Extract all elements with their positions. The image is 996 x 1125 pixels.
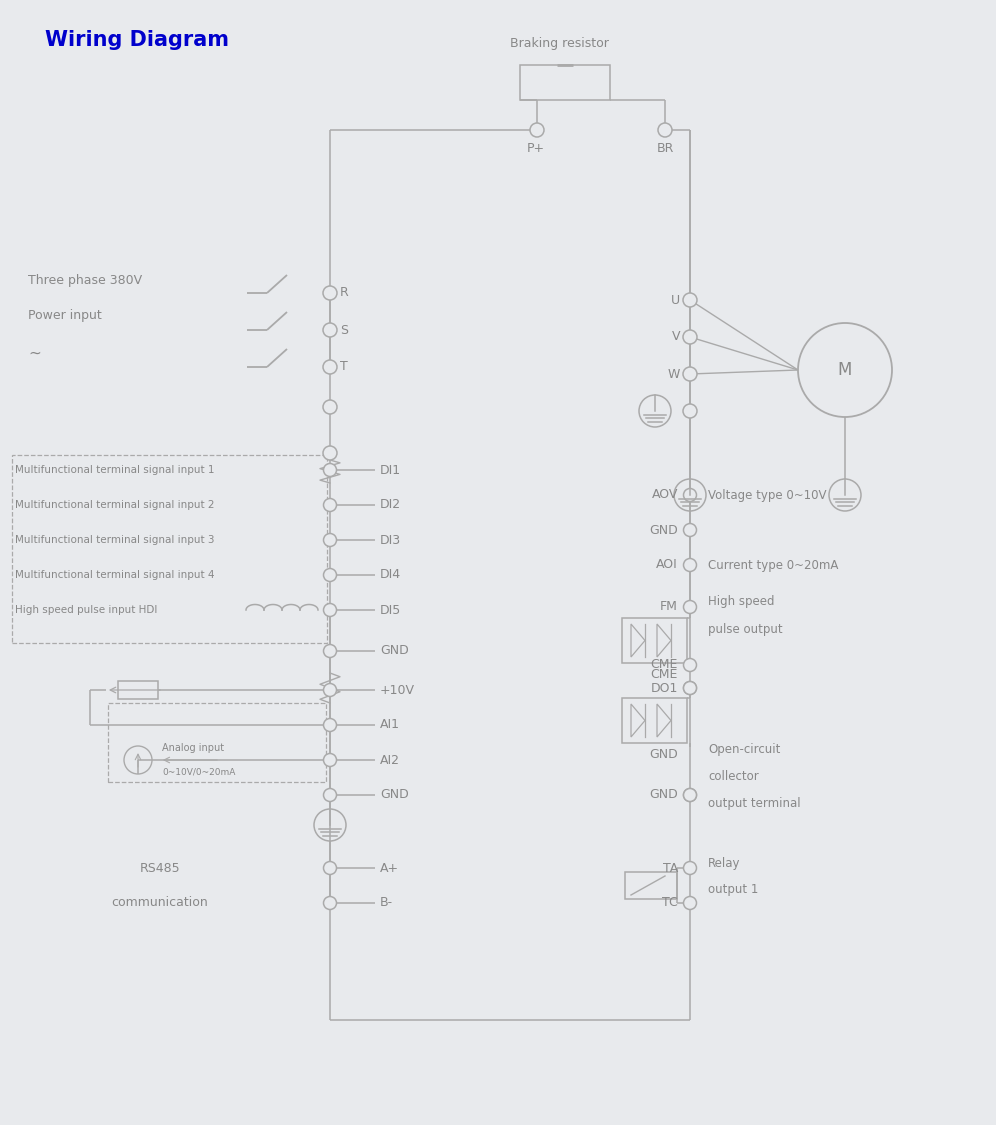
Bar — [108, 703, 326, 782]
Circle shape — [323, 400, 337, 414]
Text: Relay: Relay — [708, 856, 740, 870]
Circle shape — [324, 645, 337, 657]
Circle shape — [324, 789, 337, 801]
Circle shape — [683, 330, 697, 344]
Text: High speed: High speed — [708, 595, 775, 609]
Bar — [520, 65, 610, 100]
Text: High speed pulse input HDI: High speed pulse input HDI — [15, 605, 157, 615]
Text: output 1: output 1 — [708, 883, 758, 897]
Text: Multifunctional terminal signal input 2: Multifunctional terminal signal input 2 — [15, 500, 214, 510]
Circle shape — [683, 558, 696, 572]
Circle shape — [324, 862, 337, 874]
Text: T: T — [340, 360, 348, 374]
Text: W: W — [667, 368, 680, 380]
Circle shape — [323, 323, 337, 338]
Circle shape — [324, 897, 337, 909]
Text: Current type 0~20mA: Current type 0~20mA — [708, 558, 839, 572]
Circle shape — [323, 286, 337, 300]
Text: TC: TC — [662, 897, 678, 909]
Circle shape — [683, 789, 696, 801]
Text: +10V: +10V — [380, 684, 415, 696]
Text: RS485: RS485 — [139, 862, 180, 874]
Text: 0~10V/0~20mA: 0~10V/0~20mA — [162, 767, 235, 776]
Text: GND: GND — [380, 789, 408, 801]
Circle shape — [683, 789, 696, 801]
Bar — [622, 618, 687, 663]
Text: R: R — [340, 287, 349, 299]
Bar — [12, 455, 327, 644]
Text: GND: GND — [649, 748, 678, 762]
Circle shape — [683, 897, 696, 909]
Text: output terminal: output terminal — [708, 798, 801, 810]
Text: A+: A+ — [380, 862, 399, 874]
Text: DI2: DI2 — [380, 498, 401, 512]
Circle shape — [324, 754, 337, 766]
Circle shape — [323, 360, 337, 374]
Text: GND: GND — [649, 523, 678, 537]
Text: Multifunctional terminal signal input 3: Multifunctional terminal signal input 3 — [15, 536, 214, 544]
Text: TA: TA — [662, 862, 678, 874]
Circle shape — [530, 123, 544, 137]
Circle shape — [324, 684, 337, 696]
Text: Multifunctional terminal signal input 1: Multifunctional terminal signal input 1 — [15, 465, 214, 475]
Text: pulse output: pulse output — [708, 622, 783, 636]
Text: Voltage type 0~10V: Voltage type 0~10V — [708, 488, 827, 502]
Circle shape — [683, 523, 696, 537]
Text: DI3: DI3 — [380, 533, 401, 547]
Text: Three phase 380V: Three phase 380V — [28, 273, 142, 287]
Circle shape — [683, 404, 697, 418]
Circle shape — [683, 658, 696, 672]
Circle shape — [324, 603, 337, 616]
Circle shape — [683, 367, 697, 381]
Bar — [625, 872, 677, 899]
Text: M: M — [838, 361, 853, 379]
Circle shape — [683, 682, 696, 694]
Text: BR: BR — [656, 142, 673, 154]
Text: GND: GND — [649, 789, 678, 801]
Circle shape — [683, 292, 697, 307]
Circle shape — [658, 123, 672, 137]
Circle shape — [683, 488, 696, 502]
Text: Braking resistor: Braking resistor — [510, 36, 609, 50]
Text: DI5: DI5 — [380, 603, 401, 616]
Text: DI1: DI1 — [380, 464, 401, 477]
Text: Power input: Power input — [28, 308, 102, 322]
Circle shape — [683, 862, 696, 874]
Circle shape — [683, 601, 696, 613]
Bar — [118, 681, 158, 699]
Circle shape — [323, 446, 337, 460]
Text: FM: FM — [660, 601, 678, 613]
Text: AI1: AI1 — [380, 719, 400, 731]
Circle shape — [324, 498, 337, 512]
Text: AI2: AI2 — [380, 754, 400, 766]
Text: U: U — [671, 294, 680, 306]
Text: DO1: DO1 — [650, 682, 678, 694]
Circle shape — [324, 719, 337, 731]
Text: ~: ~ — [28, 345, 41, 360]
Text: DI4: DI4 — [380, 568, 401, 582]
Text: AOV: AOV — [651, 488, 678, 502]
Text: CME: CME — [650, 668, 678, 682]
Text: GND: GND — [380, 645, 408, 657]
Text: Analog input: Analog input — [162, 742, 224, 753]
Circle shape — [324, 568, 337, 582]
Circle shape — [683, 682, 696, 694]
Text: S: S — [340, 324, 348, 336]
Circle shape — [324, 464, 337, 477]
Text: Multifunctional terminal signal input 4: Multifunctional terminal signal input 4 — [15, 570, 214, 580]
Text: AOI: AOI — [656, 558, 678, 572]
Text: Open-circuit: Open-circuit — [708, 744, 781, 756]
Text: collector: collector — [708, 771, 759, 783]
Text: Wiring Diagram: Wiring Diagram — [45, 30, 229, 50]
Circle shape — [324, 533, 337, 547]
Text: communication: communication — [112, 897, 208, 909]
Text: V: V — [671, 331, 680, 343]
Text: B-: B- — [380, 897, 393, 909]
Text: P+: P+ — [527, 142, 545, 154]
Text: CME: CME — [650, 658, 678, 672]
Bar — [622, 698, 687, 742]
